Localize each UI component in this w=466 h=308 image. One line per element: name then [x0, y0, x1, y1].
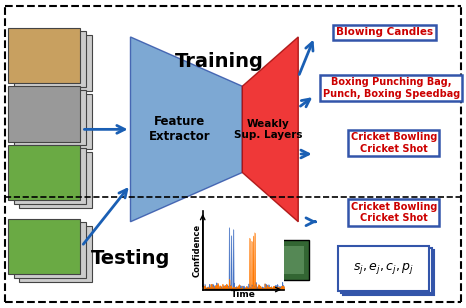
FancyBboxPatch shape [341, 248, 432, 293]
Bar [14, 148, 86, 204]
Text: Training: Training [175, 52, 263, 71]
Bar [8, 86, 80, 142]
Bar [8, 145, 80, 200]
Y-axis label: Confidence: Confidence [192, 224, 201, 277]
Bar [20, 94, 91, 149]
Bar [265, 240, 308, 280]
FancyBboxPatch shape [338, 246, 429, 291]
FancyBboxPatch shape [343, 250, 434, 295]
Bar [217, 240, 261, 280]
X-axis label: Time: Time [231, 290, 256, 298]
Text: Cricket Bowling
Cricket Shot: Cricket Bowling Cricket Shot [350, 132, 437, 154]
Text: Testing: Testing [91, 249, 170, 268]
Text: Boxing Punching Bag,
Punch, Boxing Speedbag: Boxing Punching Bag, Punch, Boxing Speed… [323, 77, 460, 99]
Bar [20, 35, 91, 91]
Text: Blowing Candles: Blowing Candles [336, 27, 433, 37]
Bar [14, 31, 86, 87]
Bar [222, 246, 256, 274]
Polygon shape [130, 37, 242, 222]
Text: Cricket Bowling
Cricket Shot: Cricket Bowling Cricket Shot [350, 202, 437, 223]
Text: $s_j, e_j, c_j, p_j$: $s_j, e_j, c_j, p_j$ [353, 261, 413, 276]
Polygon shape [242, 37, 298, 222]
Bar [20, 226, 91, 282]
Bar [20, 152, 91, 208]
Bar [8, 219, 80, 274]
Bar [269, 246, 304, 274]
Bar [14, 90, 86, 145]
Text: Weakly
Sup. Layers: Weakly Sup. Layers [234, 119, 302, 140]
Bar [14, 222, 86, 278]
Text: Feature
Extractor: Feature Extractor [149, 116, 210, 143]
Bar [8, 28, 80, 83]
